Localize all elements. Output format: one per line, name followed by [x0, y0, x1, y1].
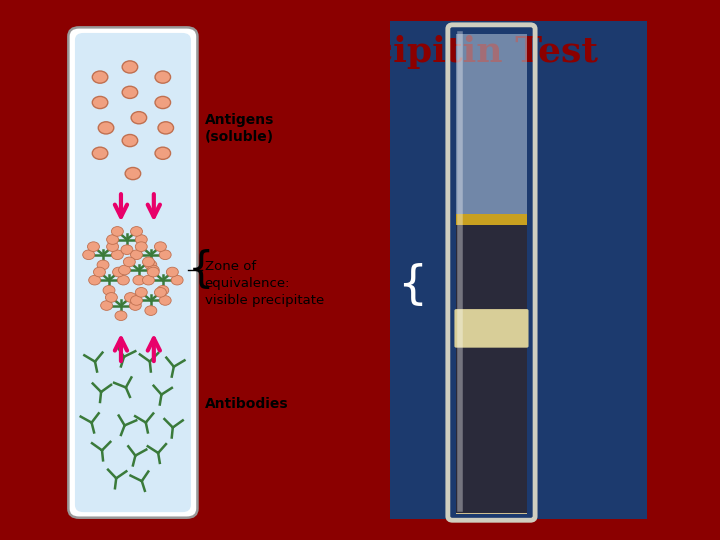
Ellipse shape	[158, 122, 174, 134]
Ellipse shape	[98, 122, 114, 134]
Ellipse shape	[121, 245, 133, 254]
Ellipse shape	[145, 306, 157, 315]
Ellipse shape	[155, 97, 171, 109]
Ellipse shape	[117, 275, 130, 285]
Text: Antibodies: Antibodies	[204, 397, 288, 411]
Text: (Human blood): (Human blood)	[204, 140, 333, 156]
Ellipse shape	[107, 242, 119, 252]
Ellipse shape	[125, 293, 137, 302]
Ellipse shape	[159, 295, 171, 305]
Ellipse shape	[154, 242, 166, 252]
Ellipse shape	[130, 301, 141, 310]
Ellipse shape	[92, 147, 108, 159]
Ellipse shape	[103, 286, 115, 295]
FancyBboxPatch shape	[75, 33, 191, 512]
Ellipse shape	[143, 275, 154, 285]
Ellipse shape	[143, 257, 154, 267]
Ellipse shape	[89, 275, 101, 285]
Ellipse shape	[135, 235, 148, 245]
Bar	[390, 21, 647, 519]
Ellipse shape	[155, 71, 171, 83]
Ellipse shape	[88, 242, 99, 252]
Text: Precipitin Test: Precipitin Test	[302, 35, 598, 69]
Ellipse shape	[133, 275, 145, 285]
Ellipse shape	[166, 267, 179, 277]
Ellipse shape	[135, 242, 148, 252]
Ellipse shape	[148, 267, 159, 277]
Ellipse shape	[101, 301, 112, 310]
Ellipse shape	[130, 227, 143, 236]
Bar	[456, 214, 527, 225]
Ellipse shape	[157, 286, 168, 295]
Ellipse shape	[122, 86, 138, 98]
Text: Zone of
equivalence:
visible precipitate: Zone of equivalence: visible precipitate	[204, 260, 324, 307]
Ellipse shape	[145, 260, 157, 270]
Text: {: {	[188, 249, 215, 291]
Ellipse shape	[123, 257, 135, 267]
Ellipse shape	[122, 134, 138, 147]
Text: {: {	[397, 263, 427, 308]
Ellipse shape	[94, 267, 105, 277]
Ellipse shape	[112, 250, 123, 260]
Ellipse shape	[112, 227, 123, 236]
Ellipse shape	[105, 293, 117, 302]
Ellipse shape	[107, 235, 119, 245]
Ellipse shape	[122, 61, 138, 73]
Bar	[456, 486, 527, 514]
Ellipse shape	[83, 250, 94, 260]
Text: (Human antiserum
made in rabbits): (Human antiserum made in rabbits)	[204, 417, 365, 450]
Bar	[456, 34, 527, 214]
Ellipse shape	[148, 265, 159, 275]
Ellipse shape	[112, 267, 125, 277]
Ellipse shape	[92, 97, 108, 109]
FancyBboxPatch shape	[68, 28, 197, 518]
Ellipse shape	[135, 287, 148, 297]
Ellipse shape	[115, 311, 127, 321]
Bar	[456, 219, 527, 513]
Ellipse shape	[119, 265, 130, 275]
Ellipse shape	[131, 112, 147, 124]
Ellipse shape	[92, 71, 108, 83]
Ellipse shape	[171, 275, 183, 285]
Ellipse shape	[130, 250, 143, 260]
Ellipse shape	[155, 147, 171, 159]
Ellipse shape	[130, 295, 143, 305]
Ellipse shape	[97, 260, 109, 270]
Ellipse shape	[154, 287, 166, 297]
FancyBboxPatch shape	[454, 309, 528, 348]
Ellipse shape	[159, 250, 171, 260]
Text: Antigens
(soluble): Antigens (soluble)	[204, 113, 274, 144]
Ellipse shape	[125, 167, 140, 180]
